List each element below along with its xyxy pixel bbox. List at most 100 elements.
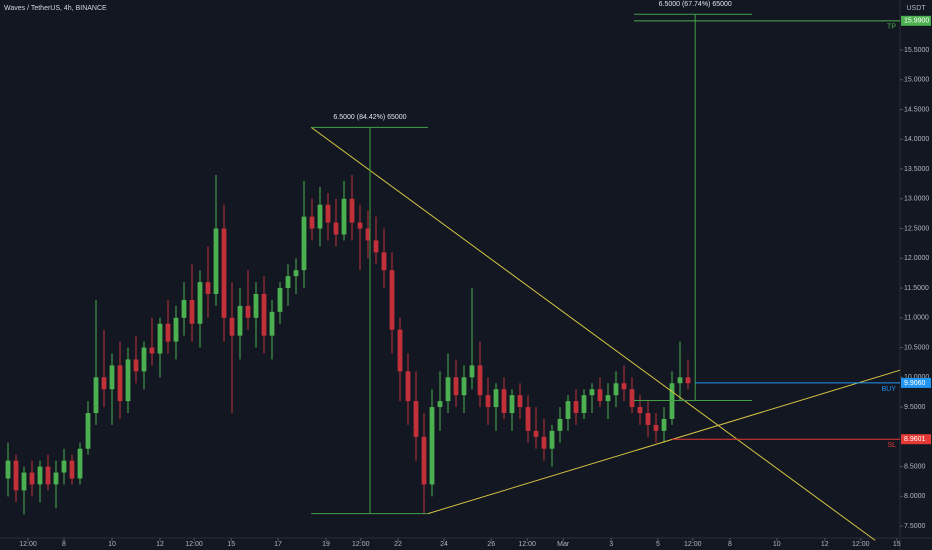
level-name: TP: [887, 24, 896, 31]
x-tick-label: 12:00: [185, 541, 203, 548]
candle-body: [69, 460, 75, 479]
y-tick-label: 13.5000: [904, 166, 929, 173]
level-tag: [901, 434, 931, 445]
candle-body: [261, 293, 267, 336]
candle-body: [245, 305, 251, 318]
candle-body: [101, 377, 107, 390]
y-tick-label: 14.0000: [904, 136, 929, 143]
candle-body: [645, 413, 651, 425]
candle-body: [453, 377, 459, 396]
y-tick-label: 11.5000: [904, 285, 929, 292]
candle-body: [661, 418, 667, 431]
candle-body: [421, 436, 427, 485]
candle-body: [525, 407, 531, 431]
candle-body: [37, 466, 43, 485]
y-tick-label: 12.5000: [904, 225, 929, 232]
x-tick-label: 19: [322, 541, 330, 548]
y-tick-label: 10.5000: [904, 344, 929, 351]
candle-body: [685, 377, 691, 384]
candle-body: [493, 389, 499, 408]
x-tick-label: 10: [108, 541, 116, 548]
candle-body: [5, 460, 11, 479]
candle-body: [677, 377, 683, 384]
y-tick-label: 8.0000: [904, 493, 926, 500]
candle-body: [93, 377, 99, 414]
level-name: BUY: [882, 386, 897, 393]
candle-body: [597, 389, 603, 402]
candle-body: [581, 395, 587, 414]
candle-body: [629, 389, 635, 408]
candle-body: [437, 401, 443, 408]
y-tick-label: 14.5000: [904, 106, 929, 113]
x-tick-label: 5: [656, 541, 660, 548]
currency: USDT: [906, 5, 926, 12]
x-tick-label: 17: [274, 541, 282, 548]
candle-body: [533, 430, 539, 437]
candle-body: [149, 347, 155, 354]
candle-body: [477, 365, 483, 396]
candle-body: [317, 204, 323, 229]
candle-body: [309, 216, 315, 229]
candle-body: [509, 395, 515, 414]
candle-body: [125, 359, 131, 402]
candle-body: [189, 299, 195, 324]
candle-body: [285, 276, 291, 289]
candle-body: [405, 371, 411, 402]
level-name: SL: [887, 442, 896, 449]
x-tick-label: 12:00: [19, 541, 37, 548]
level-tag: [901, 377, 931, 388]
range-label: 6.5000 (67.74%) 65000: [659, 1, 732, 8]
x-tick-label: 24: [440, 541, 448, 548]
y-tick-label: 9.5000: [904, 404, 926, 411]
x-tick-label: 8: [728, 541, 732, 548]
x-tick-label: 12: [156, 541, 164, 548]
candle-body: [293, 270, 299, 277]
candle-body: [461, 377, 467, 396]
candle-body: [469, 365, 475, 378]
candle-body: [133, 359, 139, 372]
x-tick-label: 22: [394, 541, 402, 548]
candle-body: [517, 395, 523, 408]
level-label: 9.9060: [904, 380, 926, 387]
candle-body: [637, 407, 643, 414]
candle-body: [413, 401, 419, 437]
candle-body: [141, 347, 147, 372]
y-tick-label: 15.5000: [904, 47, 929, 54]
candle-body: [237, 305, 243, 336]
candle-body: [61, 460, 67, 473]
candle-body: [85, 413, 91, 449]
candle-body: [557, 418, 563, 431]
candle-body: [381, 252, 387, 271]
candle-body: [341, 198, 347, 235]
y-tick-label: 11.0000: [904, 315, 929, 322]
candle-body: [669, 383, 675, 419]
chart-title: Waves / TetherUS, 4h, BINANCE: [4, 5, 107, 12]
candle-body: [29, 472, 35, 485]
x-tick-label: 12:00: [518, 541, 536, 548]
candle-body: [589, 389, 595, 396]
x-tick-label: 12: [821, 541, 829, 548]
candle-body: [501, 389, 507, 414]
candle-body: [269, 311, 275, 336]
x-tick-label: 26: [487, 541, 495, 548]
candle-body: [277, 288, 283, 312]
candle-body: [389, 270, 395, 330]
candle-body: [157, 323, 163, 354]
candle-body: [77, 448, 83, 479]
candle-body: [357, 222, 363, 229]
candle-body: [45, 466, 51, 485]
candle-body: [397, 329, 403, 372]
x-tick-label: 3: [609, 541, 613, 548]
candle-body: [653, 424, 659, 431]
candle-body: [53, 472, 59, 485]
trend-line: [310, 126, 876, 541]
range-label: 6.5000 (84.42%) 65000: [333, 114, 406, 121]
candle-body: [333, 222, 339, 235]
candle-body: [429, 407, 435, 485]
y-tick-label: 15.0000: [904, 77, 929, 84]
y-tick-label: 7.5000: [904, 523, 926, 530]
x-tick-label: Mar: [557, 541, 570, 548]
